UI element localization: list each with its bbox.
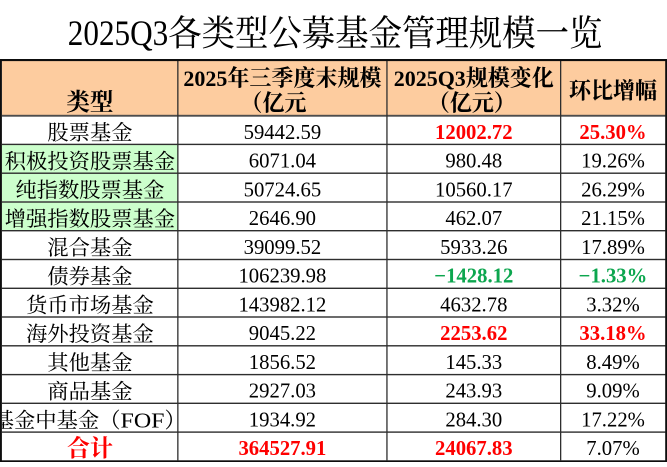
svg-text:24067.83: 24067.83: [435, 438, 513, 460]
svg-text:2927.03: 2927.03: [249, 381, 316, 403]
svg-text:33.18%: 33.18%: [579, 323, 646, 345]
svg-text:5933.26: 5933.26: [440, 237, 507, 259]
svg-text:106239.98: 106239.98: [238, 266, 326, 288]
svg-text:9.09%: 9.09%: [586, 381, 639, 403]
svg-text:143982.12: 143982.12: [238, 294, 326, 316]
svg-text:2253.62: 2253.62: [440, 323, 507, 345]
svg-text:462.07: 462.07: [445, 208, 502, 230]
svg-text:2025: 2025: [183, 66, 227, 91]
svg-text:FOF: FOF: [121, 409, 165, 433]
svg-text:39099.52: 39099.52: [244, 237, 322, 259]
svg-text:3.32%: 3.32%: [586, 294, 639, 316]
svg-text:7.07%: 7.07%: [586, 438, 639, 460]
svg-text:2646.90: 2646.90: [249, 208, 316, 230]
svg-text:4632.78: 4632.78: [440, 294, 507, 316]
svg-text:−1428.12: −1428.12: [434, 266, 513, 288]
svg-text:25.30%: 25.30%: [579, 122, 646, 144]
svg-text:243.93: 243.93: [445, 381, 502, 403]
svg-text:19.26%: 19.26%: [581, 151, 645, 173]
svg-text:1934.92: 1934.92: [249, 410, 316, 432]
svg-text:6071.04: 6071.04: [249, 151, 317, 173]
svg-text:12002.72: 12002.72: [435, 122, 513, 144]
svg-text:17.22%: 17.22%: [581, 410, 645, 432]
svg-text:59442.59: 59442.59: [244, 122, 322, 144]
svg-text:284.30: 284.30: [445, 410, 502, 432]
svg-text:21.15%: 21.15%: [581, 208, 645, 230]
svg-text:2025Q3: 2025Q3: [68, 13, 168, 53]
svg-text:10560.17: 10560.17: [435, 179, 513, 201]
svg-text:8.49%: 8.49%: [586, 352, 639, 374]
svg-text:980.48: 980.48: [445, 151, 502, 173]
svg-text:9045.22: 9045.22: [249, 323, 316, 345]
svg-text:26.29%: 26.29%: [581, 179, 645, 201]
svg-text:50724.65: 50724.65: [244, 179, 322, 201]
svg-text:145.33: 145.33: [445, 352, 502, 374]
svg-text:2025Q3: 2025Q3: [394, 66, 466, 91]
svg-text:1856.52: 1856.52: [249, 352, 316, 374]
svg-text:−1.33%: −1.33%: [579, 266, 648, 288]
svg-text:364527.91: 364527.91: [238, 438, 326, 460]
svg-text:17.89%: 17.89%: [581, 237, 645, 259]
